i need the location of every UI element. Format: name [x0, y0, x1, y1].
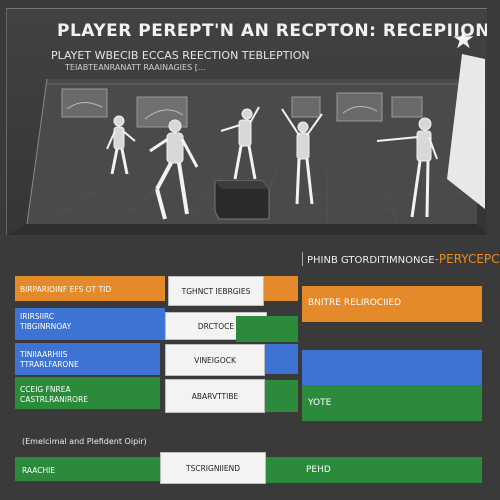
- star-logo-icon: ★: [451, 25, 475, 55]
- banner-subtitle: PLAYET WBECIB ECCAS REECTION TEBLEPTION: [51, 49, 310, 62]
- legend-caption: (Emelcimal and Plefident Oipir): [22, 437, 147, 446]
- row3-left-label-1: TINIIAARHIIS: [20, 350, 68, 359]
- banner-subtitle-secondary: TEIABTEANRANATT RAAINAGIES [...: [65, 63, 206, 72]
- section-label: PHINB GTORDITIMNONGE-PERYCEPCION: [302, 252, 500, 266]
- row1-connector: [264, 276, 298, 301]
- platform-box: [214, 180, 270, 220]
- row4-left-label-2: CASTRLRANIRORE: [20, 395, 89, 404]
- row5-left-bar: [15, 457, 160, 481]
- row5-card[interactable]: TSCRIGNIIEND: [160, 452, 266, 484]
- row3-card[interactable]: VINEIGOCK: [165, 344, 265, 376]
- row1-card[interactable]: TGHNCT IEBRGIES: [168, 276, 264, 306]
- row4-right-label: YOTE: [308, 398, 332, 408]
- row4-left-bar: [15, 377, 160, 409]
- row3-left-label-2: TTRARLFARONE: [20, 360, 79, 369]
- row5-right-bar: [266, 457, 482, 483]
- row5-right-label: PEHD: [306, 465, 331, 475]
- row4-connector: [265, 380, 298, 412]
- row5-left-label: RAACHIE: [22, 466, 56, 475]
- hero-banner: PLAYER PEREPT'N AN RECPTON: RECEPIION PL…: [6, 8, 487, 235]
- row2-left-label-2: TIBGINRNOAY: [20, 322, 72, 331]
- player-figures: [106, 106, 438, 220]
- row3-left-bar: [15, 343, 160, 375]
- row1-right-bar: [302, 286, 482, 322]
- row2-green-block: [236, 316, 298, 342]
- row2-left-label-1: IRIRSIIRC: [20, 312, 55, 321]
- row1-left-bar: [15, 276, 165, 301]
- row1-left-label: BIRPARIOINF EFS OT TID: [20, 285, 112, 294]
- row4-right-bar: [302, 385, 482, 421]
- section-label-accent: -PERYCEPCION: [434, 252, 500, 266]
- row3-connector: [265, 344, 298, 374]
- row3-right-bar: [302, 350, 482, 386]
- row4-card[interactable]: ABARVTTIBE: [165, 379, 265, 413]
- row4-left-label-1: CCEIG FNREA: [20, 385, 71, 394]
- banner-title: PLAYER PEREPT'N AN RECPTON: RECEPIION: [57, 21, 487, 41]
- right-light-wedge: [447, 54, 485, 209]
- row2-left-bar: [15, 308, 165, 340]
- room-left-edge: [26, 78, 48, 225]
- section-label-prefix: PHINB GTORDITIMNONGE: [307, 255, 435, 266]
- room-floor-edge: [7, 224, 487, 235]
- row1-right-label: BNITRE RELIROCIIED: [308, 298, 402, 308]
- perception-scene-illustration: [7, 54, 487, 235]
- wall-monitors: [61, 88, 423, 128]
